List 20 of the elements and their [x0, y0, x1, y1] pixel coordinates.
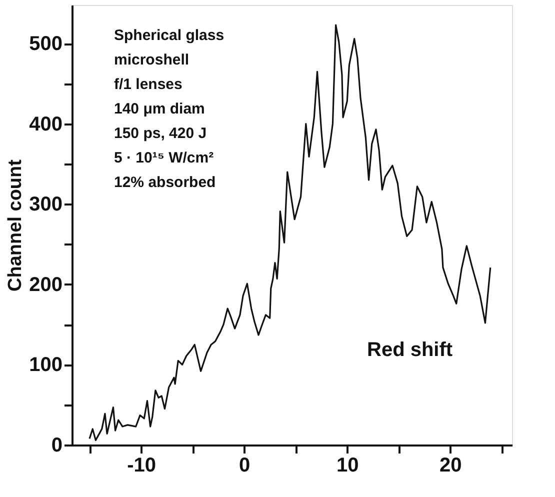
y-tick-label: 400 [29, 113, 62, 136]
y-tick-label: 200 [29, 274, 62, 296]
y-axis-title: Channel count [5, 158, 26, 292]
x-tick-label: 0 [239, 454, 250, 476]
annotation: 140 μm diam [114, 100, 205, 118]
x-tick-label: -10 [127, 454, 156, 476]
y-tick-label: 100 [29, 354, 62, 376]
line-series [88, 24, 492, 441]
annotation: 12% absorbed [114, 174, 216, 191]
annotation: 5 · 10¹⁵ W/cm² [114, 150, 214, 166]
y-tick-label: 300 [29, 194, 62, 216]
annotation: microshell [114, 52, 190, 68]
y-tick-label: 500 [29, 33, 62, 56]
x-tick-label: 10 [336, 454, 359, 476]
annotation: f/1 lenses [114, 76, 182, 93]
annotation: 150 ps, 420 J [114, 125, 207, 142]
y-tick-label: 0 [51, 434, 62, 456]
annotation: Spherical glass [114, 27, 224, 44]
x-tick-label: 20 [440, 454, 462, 476]
annotation: Red shift [367, 339, 453, 361]
